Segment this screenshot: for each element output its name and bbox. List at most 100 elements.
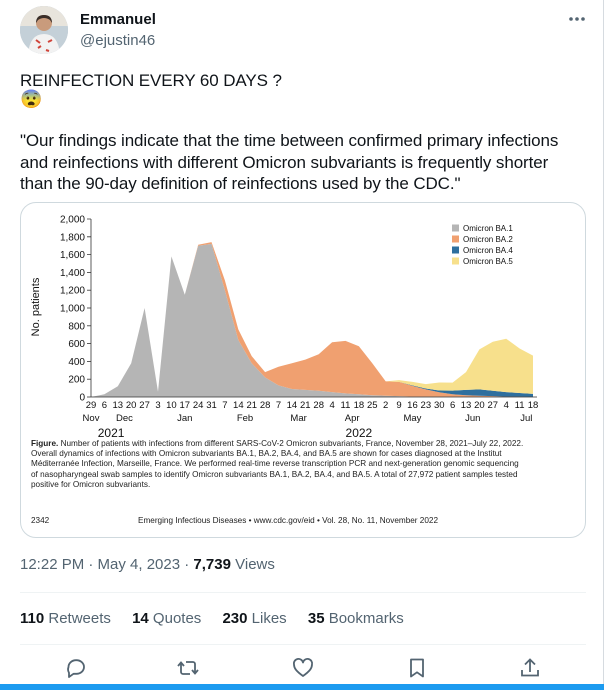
bottom-bar (0, 684, 604, 690)
x-tick-label: 3 (155, 400, 160, 411)
more-options-button[interactable] (566, 8, 588, 30)
timestamp[interactable]: 12:22 PM · May 4, 2023 · (20, 556, 194, 573)
year-label: 2022 (346, 426, 373, 439)
x-tick-label: 20 (126, 400, 137, 411)
month-label: Jan (177, 413, 192, 424)
x-tick-label: 2 (383, 400, 388, 411)
x-tick-label: 20 (474, 400, 485, 411)
media-card[interactable]: 0 200 400 600 800 1,000 1,200 1,400 1,600 1,800 2,… (20, 202, 586, 538)
chart-areas (91, 242, 533, 397)
stat-label: Retweets (44, 610, 111, 627)
omicron-chart: 0 200 400 600 800 1,000 1,200 1,400 1,600 1,800 2,… (30, 215, 539, 441)
heart-icon (293, 658, 313, 677)
y-tick-label: 0 (79, 393, 85, 404)
share-button[interactable] (518, 656, 542, 680)
stat-label: Quotes (148, 610, 202, 627)
avatar[interactable] (20, 6, 68, 54)
x-tick-label: 4 (329, 400, 334, 411)
author-handle[interactable]: @ejustin46 (80, 32, 156, 49)
legend-label: Omicron BA.1 (463, 224, 513, 233)
x-tick-label: 24 (193, 400, 204, 411)
series-area-omicron-ba-1 (91, 243, 533, 397)
retweet-icon (177, 661, 199, 675)
x-tick-label: 11 (515, 400, 525, 411)
retweet-button[interactable] (176, 656, 200, 680)
bookmarks-stat[interactable]: 35 Bookmarks (308, 610, 404, 627)
y-tick-label: 2,000 (60, 215, 85, 226)
series-area-omicron-ba-2 (91, 242, 533, 397)
x-tick-label: 14 (233, 400, 244, 411)
y-tick-label: 1,200 (60, 286, 85, 297)
tweet-text-line: REINFECTION EVERY 60 DAYS ? (20, 71, 282, 90)
y-tick-label: 1,600 (60, 250, 85, 261)
quotes-stat[interactable]: 14 Quotes (132, 610, 201, 627)
caption-bold-label: Figure. (31, 439, 59, 448)
like-button[interactable] (291, 656, 315, 680)
y-axis: 0 200 400 600 800 1,000 1,200 1,400 1,600 1,800 2,… (60, 215, 92, 404)
x-tick-label: 14 (287, 400, 298, 411)
month-label: Apr (345, 413, 360, 424)
y-tick-label: 600 (68, 339, 85, 350)
legend-swatch (452, 257, 459, 265)
x-tick-label: 4 (504, 400, 509, 411)
views-count: 7,739 (193, 556, 231, 573)
tweet-meta: 12:22 PM · May 4, 2023 · 7,739 Views (20, 556, 275, 573)
x-tick-label: 6 (102, 400, 107, 411)
views-label: Views (230, 556, 275, 573)
chart-legend: Omicron BA.1 Omicron BA.2 Omicron BA.4 Omic… (452, 224, 513, 266)
x-tick-label: 18 (354, 400, 365, 411)
month-label: Jul (520, 413, 532, 424)
y-tick-label: 400 (68, 357, 85, 368)
caption-line: Méditerranée Infection, Marseille, Franc… (31, 459, 519, 469)
reply-icon (67, 659, 85, 678)
share-icon (521, 658, 539, 677)
month-label: May (403, 413, 421, 424)
legend-swatch (452, 224, 459, 232)
likes-stat[interactable]: 230 Likes (222, 610, 286, 627)
action-bar (0, 650, 604, 684)
x-axis: 29 6 13 20 27 3 10 17 24 31 7 14 21 28 7 14 21 28 4 11 18 25 2… (83, 396, 539, 440)
stat-count: 14 (132, 610, 149, 627)
x-tick-label: 13 (461, 400, 472, 411)
stat-label: Likes (247, 610, 287, 627)
stat-count: 110 (20, 610, 45, 627)
month-label: Mar (290, 413, 306, 424)
x-tick-label: 18 (528, 400, 539, 411)
stat-count: 35 (307, 610, 325, 627)
month-label: Dec (116, 413, 133, 424)
stat-label: Bookmarks (324, 610, 404, 627)
x-tick-label: 31 (206, 400, 217, 411)
author-name[interactable]: Emmanuel (80, 11, 156, 28)
x-tick-label: 6 (450, 400, 455, 411)
x-tick-label: 30 (434, 400, 445, 411)
legend-label: Omicron BA.2 (463, 235, 513, 244)
y-tick-label: 800 (68, 321, 85, 332)
x-tick-label: 7 (222, 400, 227, 411)
legend-swatch (452, 235, 459, 243)
y-tick-label: 1,000 (60, 304, 85, 315)
tweet-text-line: than the 90-day definition of reinfectio… (20, 174, 461, 193)
caption-line: positive for Omicron subvariants. (31, 479, 151, 489)
journal-line: Emerging Infectious Diseases • www.cdc.g… (138, 516, 439, 525)
x-tick-label: 21 (246, 400, 257, 411)
retweets-stat[interactable]: 110 Retweets (20, 610, 111, 627)
x-tick-label: 27 (488, 400, 499, 411)
x-tick-label: 21 (300, 400, 311, 411)
series-area-omicron-ba-5 (91, 242, 533, 397)
divider (20, 644, 586, 645)
x-tick-label: 23 (421, 400, 432, 411)
legend-label: Omicron BA.5 (463, 257, 513, 266)
reply-button[interactable] (64, 656, 88, 680)
x-tick-label: 27 (139, 400, 150, 411)
bookmark-button[interactable] (405, 656, 429, 680)
x-tick-label: 17 (179, 400, 190, 411)
engagement-stats: 110 Retweets 14 Quotes 230 Likes 35 Book… (20, 610, 421, 627)
x-tick-label: 28 (313, 400, 324, 411)
caption-line: Number of patients with infections from … (58, 439, 524, 448)
bookmark-icon (410, 658, 424, 678)
x-tick-label: 11 (341, 400, 351, 411)
y-axis-label: No. patients (30, 277, 42, 336)
person-avatar-icon (20, 6, 68, 54)
y-tick-label: 1,400 (60, 268, 85, 279)
y-tick-label: 1,800 (60, 232, 85, 243)
